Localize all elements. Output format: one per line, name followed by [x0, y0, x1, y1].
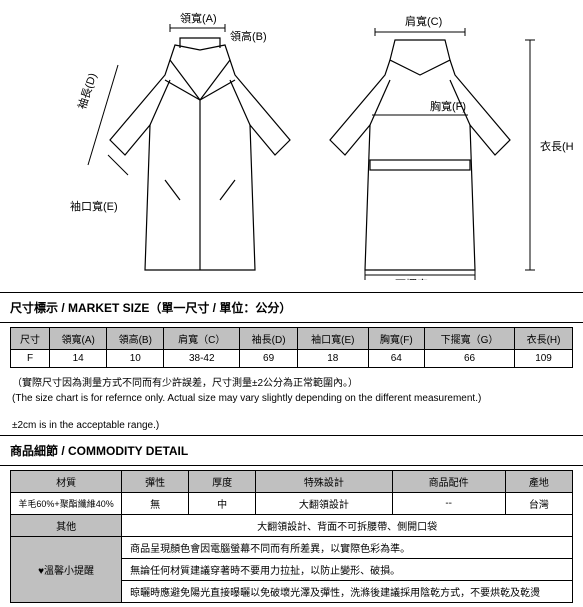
size-cell: 64 [368, 350, 424, 368]
commodity-cell: -- [392, 493, 505, 515]
commodity-header: 材質 [11, 471, 122, 493]
size-cell: 66 [424, 350, 514, 368]
size-header: 尺寸 [11, 328, 50, 350]
other-label: 其他 [11, 515, 122, 537]
size-cell: 14 [50, 350, 107, 368]
commodity-section-title: 商品細節 / COMMODITY DETAIL [0, 438, 583, 463]
size-section-title: 尺寸標示 / MARKET SIZE（單一尺寸 / 單位：公分） [0, 295, 583, 320]
commodity-header: 彈性 [122, 471, 189, 493]
label-d: 袖長(D) [75, 71, 100, 111]
size-cell: 109 [515, 350, 573, 368]
size-header: 袖長(D) [240, 328, 298, 350]
size-header: 領高(B) [107, 328, 164, 350]
other-text: 大翻領設計、背面不可拆腰帶、側開口袋 [122, 515, 573, 537]
size-cell: 18 [298, 350, 369, 368]
size-cell: 69 [240, 350, 298, 368]
garment-diagram: 領寬(A) 領高(B) 袖長(D) 袖口寬(E) 肩寬(C) 胸寬(F) 下擺寬… [0, 0, 583, 290]
size-note-1: （實際尺寸因為測量方式不同而有少許誤差，尺寸測量±2公分為正常範圍內。） [0, 372, 583, 391]
label-c: 肩寬(C) [405, 14, 442, 28]
commodity-header: 厚度 [189, 471, 256, 493]
size-note-3: ±2cm is in the acceptable range.) [0, 418, 583, 433]
size-cell: 10 [107, 350, 164, 368]
size-header: 衣長(H) [515, 328, 573, 350]
label-e: 袖口寬(E) [70, 199, 118, 213]
commodity-cell: 無 [122, 493, 189, 515]
size-note-2: (The size chart is for refernce only. Ac… [0, 391, 583, 406]
commodity-cell: 羊毛60%+聚酯纖維40% [11, 493, 122, 515]
size-cell: 38-42 [164, 350, 240, 368]
commodity-cell: 中 [189, 493, 256, 515]
size-header: 領寬(A) [50, 328, 107, 350]
size-header: 下擺寬（G） [424, 328, 514, 350]
tip-text: 無論任何材質建議穿著時不要用力拉扯，以防止變形、破損。 [122, 559, 573, 581]
size-cell: F [11, 350, 50, 368]
size-header: 胸寬(F) [368, 328, 424, 350]
label-b: 領高(B) [230, 29, 267, 43]
tip-label: ♥溫馨小提醒 [11, 537, 122, 603]
label-h: 衣長(H) [540, 139, 573, 153]
commodity-table: 材質 彈性 厚度 特殊設計 商品配件 產地 羊毛60%+聚酯纖維40% 無 中 … [10, 470, 573, 603]
commodity-cell: 台灣 [505, 493, 572, 515]
tip-text: 商品呈現顏色會因電腦螢幕不同而有所差異，以實際色彩為準。 [122, 537, 573, 559]
commodity-header: 特殊設計 [256, 471, 392, 493]
commodity-header: 商品配件 [392, 471, 505, 493]
label-a: 領寬(A) [180, 11, 217, 25]
size-table: 尺寸 領寬(A) 領高(B) 肩寬（C） 袖長(D) 袖口寬(E) 胸寬(F) … [10, 327, 573, 368]
commodity-header: 產地 [505, 471, 572, 493]
size-header: 袖口寬(E) [298, 328, 369, 350]
commodity-cell: 大翻領設計 [256, 493, 392, 515]
label-f: 胸寬(F) [430, 99, 466, 113]
label-g: 下擺寬(G) [395, 277, 444, 280]
size-header: 肩寬（C） [164, 328, 240, 350]
tip-text: 晾曬時應避免陽光直接曝曬以免破壞光澤及彈性，洗滌後建議採用陰乾方式，不要烘乾及乾… [122, 581, 573, 603]
